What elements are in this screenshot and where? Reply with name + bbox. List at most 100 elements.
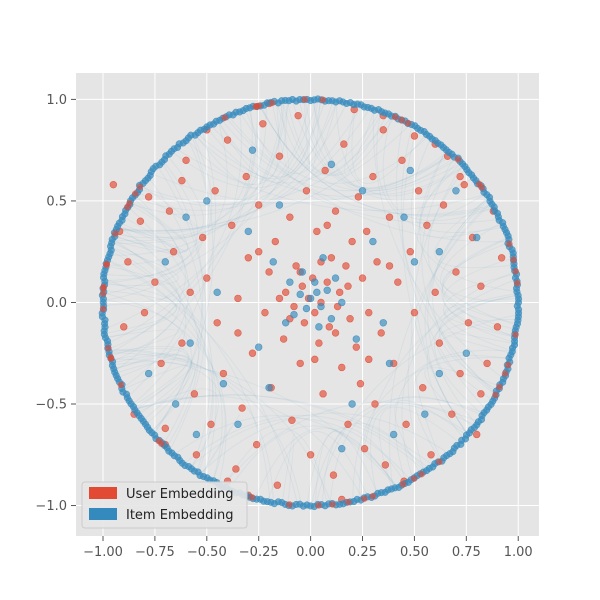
user-point-38 <box>273 481 282 489</box>
connection-arc <box>312 99 475 201</box>
ring-user-point-14 <box>399 480 407 488</box>
user-point-63 <box>329 471 338 479</box>
user-point-20 <box>211 187 219 195</box>
connection-arc <box>194 108 260 186</box>
user-point-86 <box>381 461 390 469</box>
connection-arc <box>217 102 280 179</box>
connection-arc <box>107 111 242 345</box>
connection-arc <box>360 396 484 500</box>
connection-arc <box>114 203 189 252</box>
connection-arc <box>222 428 328 505</box>
ring-user-point-41 <box>155 437 163 445</box>
connection-arc <box>196 132 462 197</box>
item-point-21 <box>385 359 394 368</box>
item-point-46 <box>248 146 257 154</box>
user-point-138 <box>385 262 394 270</box>
ring-user-point-23 <box>501 370 509 377</box>
connection-arc <box>108 197 186 350</box>
user-point-34 <box>261 308 269 317</box>
user-point-47 <box>296 359 304 368</box>
y-tick-label-1: −0.5 <box>35 398 67 413</box>
user-point-37 <box>271 237 280 246</box>
ring-user-point-5 <box>391 113 399 121</box>
connection-arc <box>112 200 189 254</box>
y-axis-ticks: −1.0 −0.5 0.0 0.5 1.0 <box>35 93 76 514</box>
user-point-96 <box>423 221 431 230</box>
user-point-40 <box>279 335 288 343</box>
connection-arc <box>419 149 518 326</box>
item-point-22 <box>219 379 228 388</box>
connection-arc <box>103 246 179 286</box>
connection-arc <box>152 161 204 436</box>
item-point-48 <box>144 369 153 378</box>
connection-arc <box>442 242 519 305</box>
ring-user-point-40 <box>255 102 263 110</box>
connection-arc <box>109 348 192 422</box>
user-point-135 <box>255 248 263 256</box>
user-point-62 <box>327 254 336 262</box>
connection-arc <box>114 108 253 239</box>
user-point-35 <box>265 268 273 276</box>
connection-arc <box>444 297 519 338</box>
user-point-83 <box>373 258 381 266</box>
connection-arc <box>400 125 487 411</box>
item-point-38 <box>358 187 367 195</box>
connection-arc <box>118 222 187 253</box>
connection-arc <box>426 294 519 440</box>
connection-arc <box>286 100 388 176</box>
connection-arc <box>104 216 184 277</box>
connection-arc <box>110 246 217 477</box>
user-point-91 <box>402 420 410 429</box>
ring-user-point-33 <box>512 267 520 275</box>
user-point-27 <box>238 404 246 412</box>
ring-user-point-19 <box>404 119 412 127</box>
user-point-79 <box>362 227 371 236</box>
user-point-127 <box>410 132 419 140</box>
user-point-82 <box>371 400 379 408</box>
connection-arc <box>424 196 489 435</box>
connection-arc <box>150 154 454 204</box>
item-point-37 <box>161 258 169 266</box>
connection-arc <box>298 99 450 189</box>
item-point-10 <box>315 323 323 331</box>
item-point-49 <box>473 233 481 242</box>
connection-arc <box>228 425 398 490</box>
connection-arc <box>271 101 290 173</box>
user-point-31 <box>252 440 261 449</box>
connection-arc <box>439 293 519 391</box>
user-point-26 <box>234 294 242 303</box>
user-point-50 <box>302 187 311 195</box>
item-point-9 <box>286 278 294 286</box>
user-point-85 <box>379 126 387 134</box>
user-point-32 <box>255 201 263 209</box>
ring-user-point-17 <box>301 96 309 103</box>
user-point-124 <box>178 176 186 185</box>
connection-arc <box>108 101 284 256</box>
ring-user-point-38 <box>478 184 486 191</box>
ring-user-point-34 <box>103 261 110 268</box>
user-point-22 <box>219 369 228 378</box>
connection-arc <box>321 422 427 506</box>
ring-user-point-0 <box>436 458 443 466</box>
connection-arc <box>132 100 338 211</box>
connection-arc <box>117 225 199 449</box>
user-point-84 <box>377 329 385 337</box>
connection-arc <box>394 399 468 475</box>
legend-swatch-item <box>89 508 117 520</box>
item-point-43 <box>182 213 190 221</box>
x-axis-ticks: −1.00 −0.75 −0.50 −0.25 0.00 0.25 0.50 0.75 1.00 <box>83 536 533 560</box>
y-tick-label-3: 0.5 <box>46 194 67 209</box>
connection-arc <box>443 273 517 352</box>
connection-arc <box>104 159 198 282</box>
connection-arcs <box>102 99 519 506</box>
connection-arc <box>303 99 321 172</box>
connection-arc <box>244 100 338 175</box>
user-point-45 <box>292 262 300 270</box>
item-point-36 <box>435 369 444 378</box>
item-point-40 <box>410 258 419 266</box>
item-point-23 <box>400 213 408 221</box>
connection-arc <box>129 101 285 216</box>
user-point-93 <box>410 308 419 317</box>
connection-arc <box>291 100 465 195</box>
item-point-3 <box>317 302 325 311</box>
